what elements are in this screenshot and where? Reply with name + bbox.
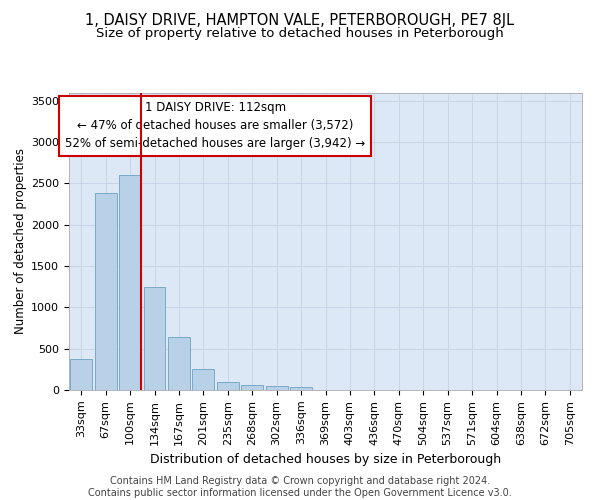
Bar	[193, 368, 214, 390]
Bar	[241, 385, 263, 390]
Text: 1, DAISY DRIVE, HAMPTON VALE, PETERBOROUGH, PE7 8JL: 1, DAISY DRIVE, HAMPTON VALE, PETERBOROU…	[85, 12, 515, 28]
Y-axis label: Number of detached properties: Number of detached properties	[14, 148, 27, 334]
Bar	[217, 382, 239, 390]
Bar	[70, 358, 92, 390]
Bar	[290, 387, 312, 390]
Text: Contains HM Land Registry data © Crown copyright and database right 2024.
Contai: Contains HM Land Registry data © Crown c…	[88, 476, 512, 498]
Text: 1 DAISY DRIVE: 112sqm
← 47% of detached houses are smaller (3,572)
52% of semi-d: 1 DAISY DRIVE: 112sqm ← 47% of detached …	[65, 102, 365, 150]
Bar	[266, 386, 287, 390]
Bar	[95, 194, 116, 390]
Bar	[143, 286, 166, 390]
X-axis label: Distribution of detached houses by size in Peterborough: Distribution of detached houses by size …	[150, 453, 501, 466]
Text: Size of property relative to detached houses in Peterborough: Size of property relative to detached ho…	[96, 28, 504, 40]
Bar	[119, 175, 141, 390]
Bar	[168, 337, 190, 390]
